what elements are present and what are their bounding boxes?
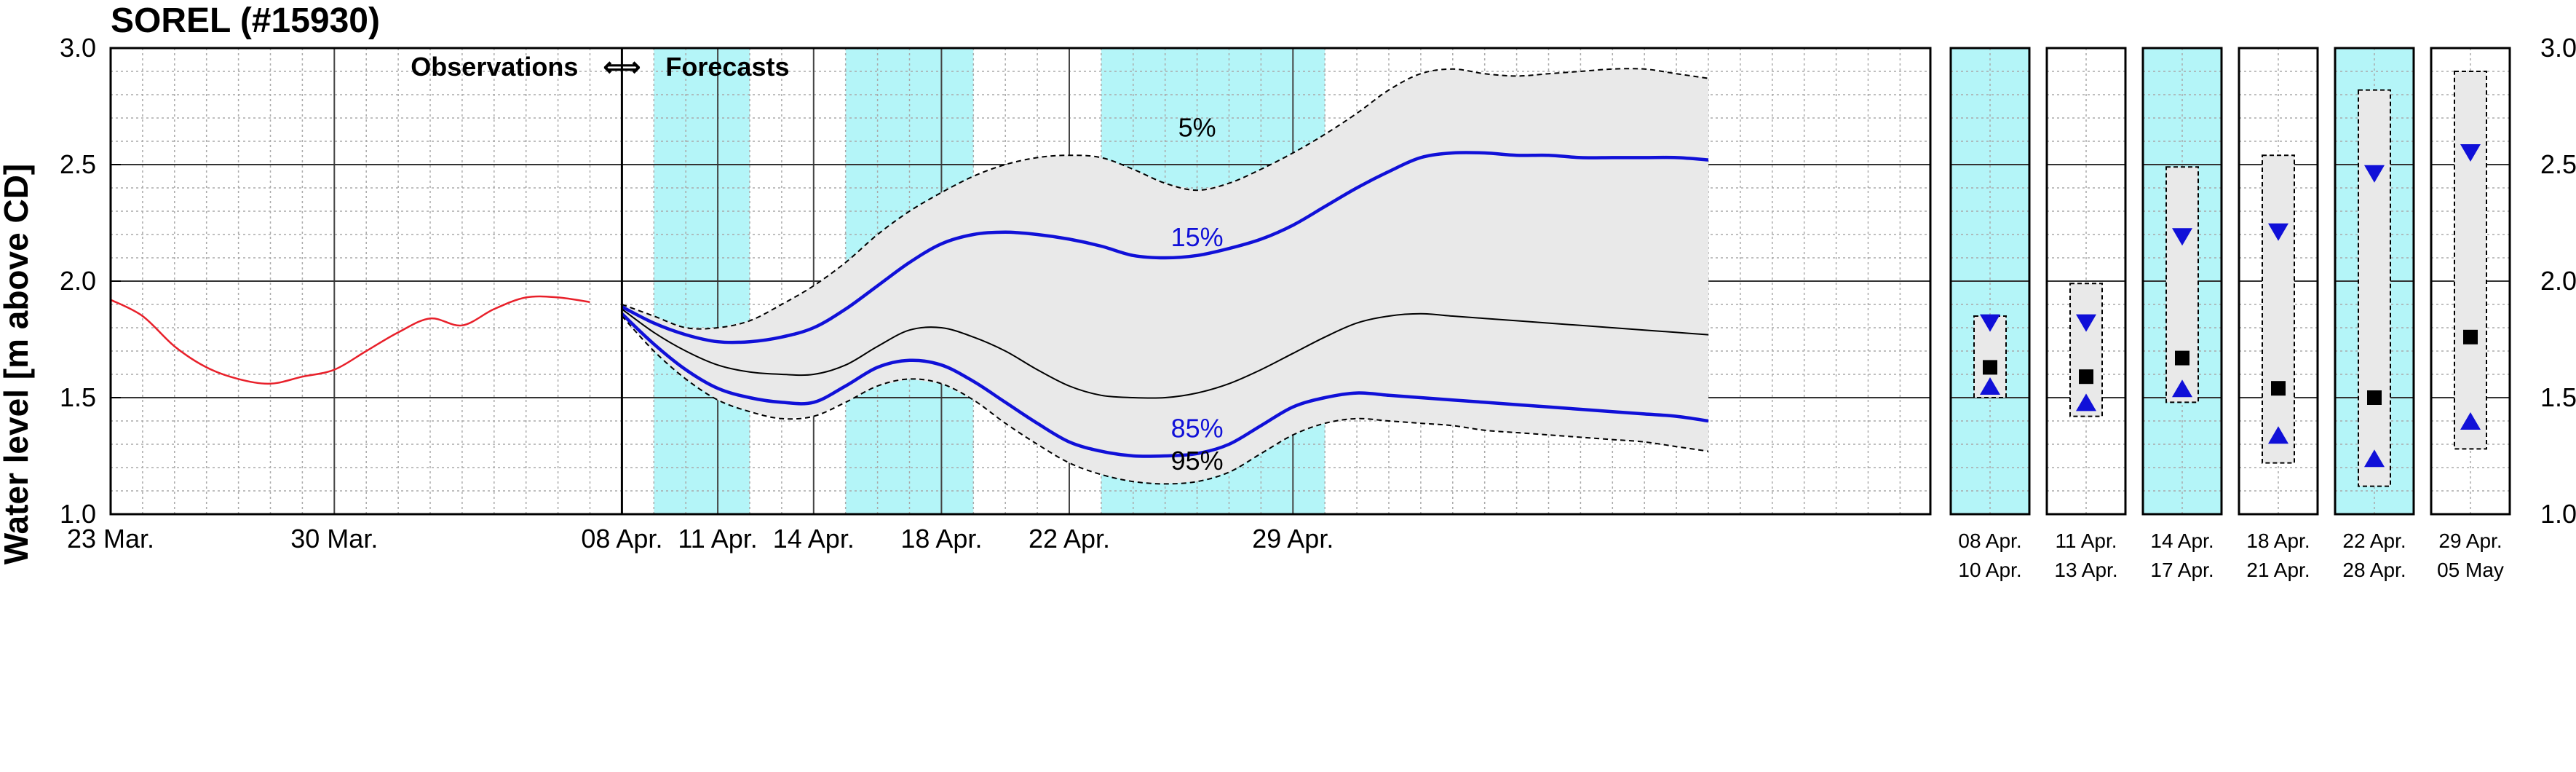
panel-label-end: 28 Apr.	[2342, 559, 2406, 581]
panel-high-marker	[2172, 228, 2192, 246]
panel-high-marker	[2460, 144, 2481, 162]
x-tick-label: 14 Apr.	[773, 524, 855, 554]
interval-panels: 08 Apr. 10 Apr. 11 Apr. 13 Apr. 14 Apr. 17 Ap…	[1949, 47, 2511, 581]
panel-low-marker	[2172, 379, 2192, 398]
series-label-85pct: 85%	[1171, 413, 1224, 443]
y-tick-label: 1.5	[60, 382, 96, 412]
panel-low-marker	[2460, 412, 2481, 430]
panel-label-start: 29 Apr.	[2438, 529, 2502, 552]
y-tick-label: 2.5	[60, 149, 96, 179]
panel-range-box	[2454, 71, 2487, 450]
x-tick-label: 18 Apr.	[900, 524, 982, 554]
panel-high-marker	[2268, 223, 2288, 241]
interval-panel-5: 29 Apr. 05 May	[2430, 47, 2511, 581]
right-y-tick-label: 3.0	[2540, 33, 2576, 63]
panel-median-marker	[2079, 369, 2093, 385]
panel-frame	[2430, 47, 2511, 516]
panel-frame	[1949, 47, 2031, 516]
x-tick-label: 29 Apr.	[1252, 524, 1333, 554]
series-line-median	[621, 308, 1709, 399]
panel-range-box	[2358, 89, 2391, 487]
panel-label-start: 08 Apr.	[1958, 529, 2021, 552]
panel-label-end: 13 Apr.	[2054, 559, 2117, 581]
panel-label-start: 11 Apr.	[2055, 529, 2117, 552]
y-tick-label: 2.0	[60, 266, 96, 296]
y-axis-label: Water level [m above CD]	[0, 164, 35, 564]
interval-panel-2: 14 Apr. 17 Apr.	[2141, 47, 2223, 581]
panel-low-marker	[2268, 426, 2288, 444]
right-y-tick-label: 1.0	[2540, 499, 2576, 529]
interval-panel-0: 08 Apr. 10 Apr.	[1949, 47, 2031, 581]
x-tick-label: 23 Mar.	[67, 524, 154, 554]
panel-range-box	[2262, 154, 2295, 464]
right-y-tick-label: 1.5	[2540, 382, 2576, 412]
x-tick-label: 08 Apr.	[581, 524, 662, 554]
series-line-5pct	[622, 68, 1709, 330]
panel-frame	[2334, 47, 2415, 516]
panel-label-start: 22 Apr.	[2342, 529, 2406, 552]
panel-label-end: 10 Apr.	[1958, 559, 2021, 581]
forecast-band-5-95	[622, 68, 1708, 484]
y-tick-label: 1.0	[60, 499, 96, 529]
series-line-95pct	[621, 315, 1709, 485]
main-plot: 5% 15% 85%95% Observations ⟺ Forecasts 1.0 1.5 2…	[60, 33, 1932, 554]
observations-label: Observations	[411, 52, 578, 82]
x-tick-label: 22 Apr.	[1029, 524, 1110, 554]
forecasts-label: Forecasts	[665, 52, 789, 82]
panel-label-start: 14 Apr.	[2150, 529, 2214, 552]
right-y-tick-label: 2.0	[2540, 266, 2576, 296]
panel-low-marker	[2076, 393, 2096, 411]
panel-low-marker	[2364, 449, 2385, 468]
panel-label-start: 18 Apr.	[2246, 529, 2310, 552]
panel-median-marker	[1983, 360, 1997, 375]
series-line-85pct	[620, 312, 1709, 458]
panel-median-marker	[2271, 381, 2286, 396]
panel-frame	[2141, 47, 2223, 516]
interval-panel-3: 18 Apr. 21 Apr.	[2238, 47, 2319, 581]
series-label-95pct: 95%	[1171, 446, 1224, 476]
panel-median-marker	[2175, 350, 2189, 366]
panel-frame	[2238, 47, 2319, 516]
panel-label-end: 05 May	[2437, 559, 2504, 581]
right-y-tick-label: 2.5	[2540, 149, 2576, 179]
series-line-observed	[110, 295, 590, 385]
panel-frame	[2045, 47, 2127, 516]
panel-range-box	[2165, 166, 2199, 403]
interval-panel-1: 11 Apr. 13 Apr.	[2045, 47, 2127, 581]
panel-median-marker	[2463, 329, 2478, 344]
series-line-15pct	[621, 151, 1709, 344]
series-label-15pct: 15%	[1171, 222, 1224, 252]
panel-label-end: 21 Apr.	[2246, 559, 2310, 581]
y-tick-label: 3.0	[60, 33, 96, 63]
panel-high-marker	[1980, 314, 2000, 332]
panel-high-marker	[2076, 314, 2096, 332]
panel-low-marker	[1980, 377, 2000, 395]
interval-panel-4: 22 Apr. 28 Apr.	[2334, 47, 2415, 581]
divider-arrow: ⟺	[603, 52, 641, 82]
panel-median-marker	[2367, 390, 2382, 405]
x-tick-label: 30 Mar.	[290, 524, 378, 554]
panel-high-marker	[2364, 165, 2385, 183]
panel-label-end: 17 Apr.	[2150, 559, 2214, 581]
series-label-5pct: 5%	[1178, 113, 1216, 143]
x-tick-label: 11 Apr.	[678, 524, 757, 554]
chart-title: SOREL (#15930)	[111, 1, 380, 40]
right-y-axis: 1.0 1.5 2.0 2.5 3.0	[2540, 33, 2576, 529]
